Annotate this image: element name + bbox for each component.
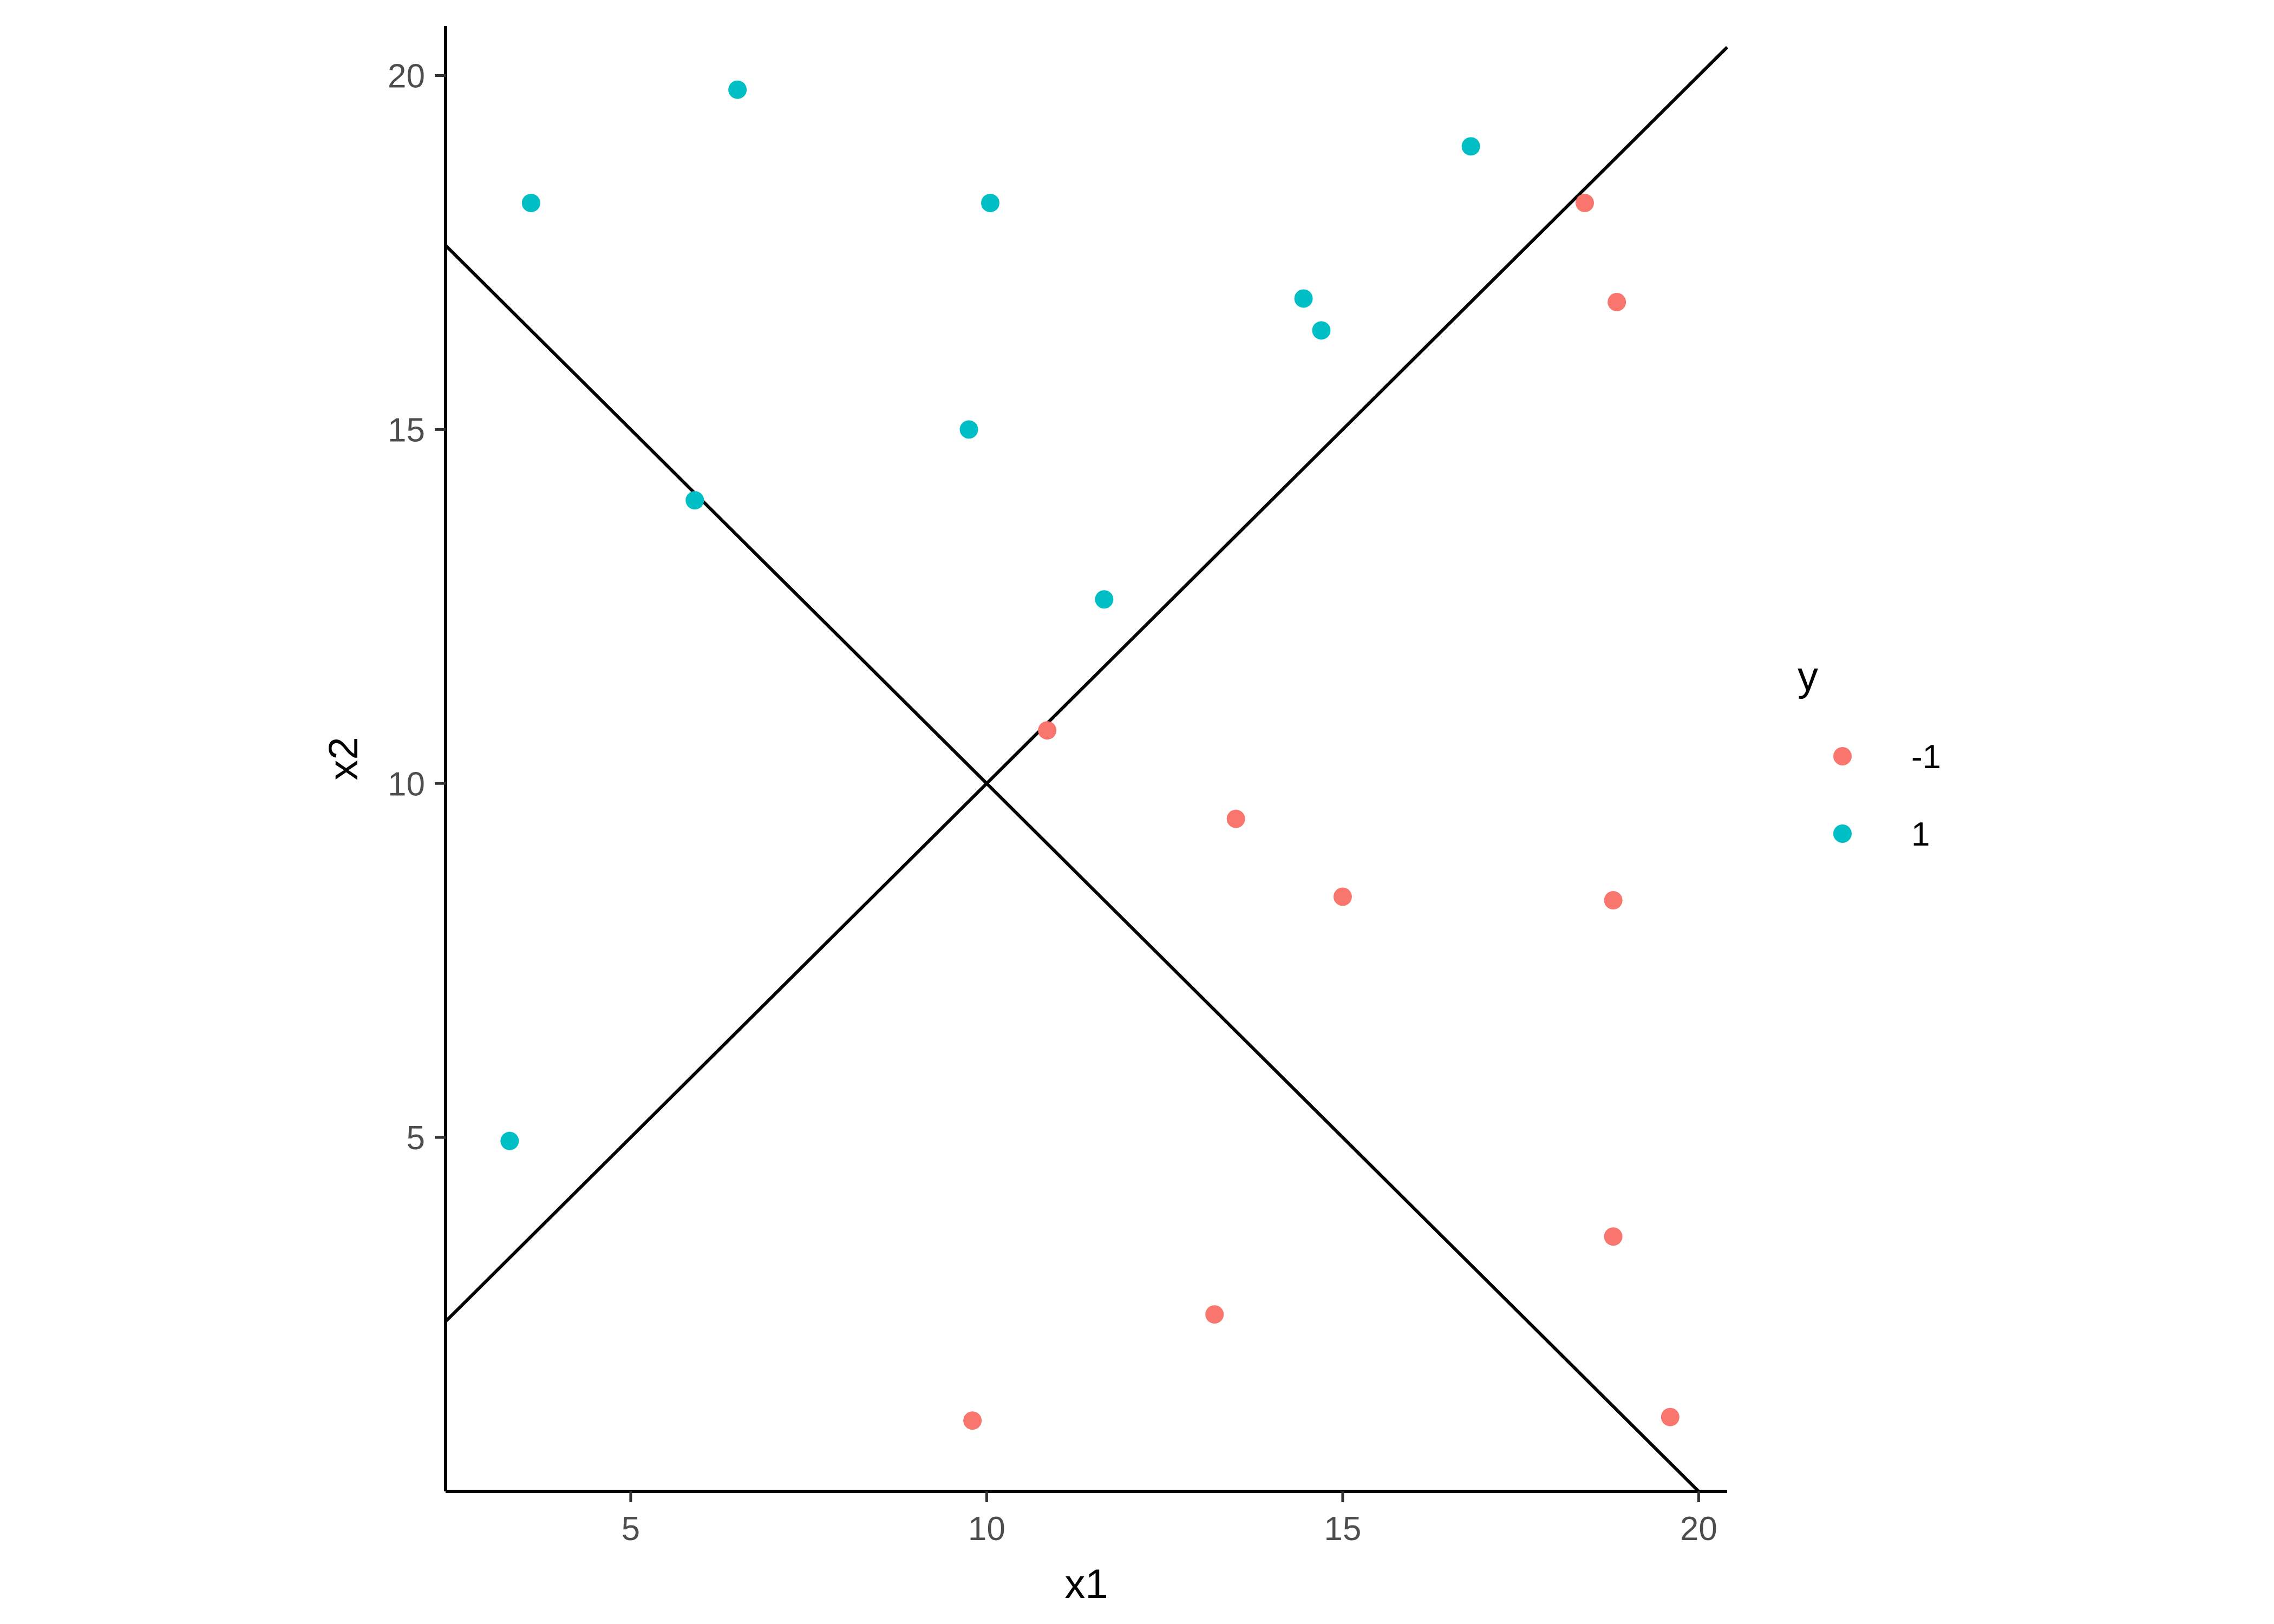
data-point — [1333, 887, 1352, 906]
data-point — [1294, 289, 1313, 308]
data-point — [1576, 193, 1594, 212]
legend-items: -1 1 — [1833, 738, 1941, 853]
data-point — [1461, 137, 1480, 156]
legend-key — [1833, 747, 1852, 765]
data-point — [1095, 590, 1114, 609]
data-point — [1608, 293, 1626, 312]
reference-lines — [444, 46, 1729, 1493]
reference-line-2 — [444, 244, 1700, 1493]
y-tick-label: 5 — [407, 1119, 425, 1157]
x-tick-label: 20 — [1680, 1510, 1717, 1548]
legend: y -1 1 — [1798, 653, 1941, 853]
data-point — [1312, 321, 1331, 340]
data-point — [963, 1411, 982, 1430]
y-axis-ticks: 5 10 15 20 — [388, 58, 446, 1157]
x-axis-ticks: 5 10 15 20 — [622, 1491, 1717, 1548]
legend-label: -1 — [1911, 738, 1941, 776]
x-tick-label: 10 — [968, 1510, 1005, 1548]
data-point — [500, 1131, 519, 1150]
data-point — [1604, 1227, 1623, 1246]
data-point — [981, 193, 999, 212]
axes: 5 10 15 20 5 10 15 20 — [388, 26, 1727, 1548]
data-point — [1604, 891, 1623, 910]
data-point — [1205, 1305, 1224, 1324]
y-axis-title: x2 — [321, 737, 367, 780]
data-point — [521, 193, 540, 212]
data-points — [500, 80, 1680, 1430]
y-tick-label: 20 — [388, 58, 425, 95]
x-axis-title: x1 — [1064, 1561, 1108, 1607]
legend-title: y — [1798, 653, 1818, 699]
reference-line-1 — [444, 46, 1729, 1323]
data-point — [959, 420, 978, 439]
data-point — [728, 80, 747, 99]
data-point — [1226, 809, 1245, 828]
legend-label: 1 — [1911, 816, 1930, 853]
data-point — [1661, 1407, 1680, 1426]
y-tick-label: 10 — [388, 765, 425, 803]
x-tick-label: 15 — [1324, 1510, 1361, 1548]
legend-key — [1833, 824, 1852, 843]
y-tick-label: 15 — [388, 411, 425, 449]
x-tick-label: 5 — [622, 1510, 640, 1548]
data-point — [685, 491, 704, 510]
data-point — [1038, 721, 1057, 740]
